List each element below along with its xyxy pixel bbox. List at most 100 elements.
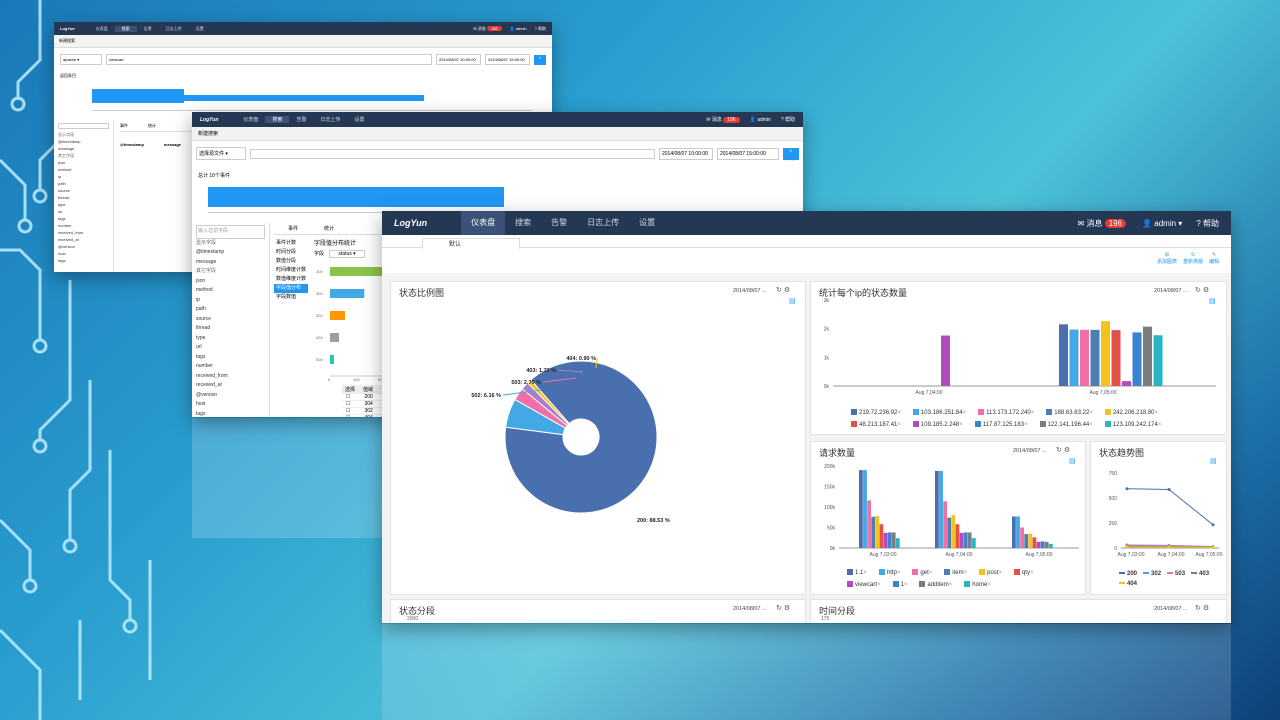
field-item[interactable]: number: [196, 363, 213, 369]
field-item[interactable]: @version: [196, 391, 218, 398]
help-link[interactable]: ? 帮助: [780, 117, 795, 123]
field-item[interactable]: source: [58, 188, 71, 193]
stats-menu-item[interactable]: 时间维度计数: [276, 267, 307, 273]
nav-dashboard[interactable]: 仪表盘: [95, 25, 108, 31]
field-item[interactable]: type: [196, 334, 206, 341]
field-item[interactable]: tags: [196, 353, 206, 360]
field-item[interactable]: received_at: [196, 382, 222, 388]
field-item[interactable]: thread: [196, 325, 211, 331]
stats-menu-item[interactable]: 数值维度计数: [276, 276, 307, 282]
field-item[interactable]: @timestamp: [58, 139, 81, 144]
field-item[interactable]: path: [196, 306, 206, 312]
sidebar-search[interactable]: [58, 123, 109, 129]
field-item[interactable]: host: [196, 401, 206, 407]
field-item[interactable]: @version: [58, 244, 75, 249]
field-item[interactable]: method: [58, 167, 72, 172]
field-item[interactable]: tags: [196, 410, 206, 417]
legend-item[interactable]: 1.1 ×: [847, 568, 873, 578]
col-timestamp[interactable]: @timestamp: [120, 142, 144, 147]
close-icon[interactable]: ×: [963, 570, 968, 576]
nav-settings[interactable]: 设置: [195, 25, 204, 31]
user-menu[interactable]: 👤 admin: [509, 26, 527, 31]
stats-menu-item[interactable]: 数值分段: [276, 258, 297, 264]
field-item[interactable]: url: [58, 209, 63, 214]
messages-link[interactable]: ✉ 消息 196: [473, 25, 502, 32]
field-item[interactable]: message: [196, 258, 217, 265]
messages-link[interactable]: ✉ 消息 196: [706, 116, 740, 123]
close-icon[interactable]: ×: [897, 422, 901, 428]
close-icon[interactable]: ×: [1157, 422, 1162, 428]
messages-link[interactable]: ✉ 消息 196: [1078, 218, 1127, 229]
stats-menu-item[interactable]: 字段值分布: [274, 284, 308, 293]
close-icon[interactable]: ×: [1024, 422, 1028, 428]
field-item[interactable]: type: [58, 202, 66, 207]
legend-item[interactable]: 109.185.2.248 ×: [912, 420, 969, 430]
nav-dashboard[interactable]: 仪表盘: [461, 211, 506, 235]
close-icon[interactable]: ×: [998, 570, 1002, 576]
refresh-icon[interactable]: ↻: [776, 287, 782, 294]
legend-item[interactable]: 200: [1119, 570, 1137, 578]
close-icon[interactable]: ×: [896, 570, 901, 576]
nav-settings[interactable]: 设置: [639, 218, 656, 227]
stats-menu-item[interactable]: 事件计数: [276, 240, 297, 246]
nav-search[interactable]: 搜索: [515, 218, 532, 227]
user-menu[interactable]: 👤 admin ▾: [1142, 218, 1183, 228]
legend-item[interactable]: 403: [1191, 570, 1209, 578]
legend-item[interactable]: 48.213.187.41 ×: [851, 420, 907, 430]
gear-icon[interactable]: ⚙: [1063, 447, 1071, 454]
legend-item[interactable]: item ×: [944, 568, 973, 578]
relayout-button[interactable]: ↻ 重新排版: [1182, 252, 1203, 265]
nav-upload[interactable]: 日志上传: [587, 218, 620, 227]
search-button[interactable]: ⌕: [783, 147, 799, 160]
legend-item[interactable]: viewcart ×: [847, 580, 887, 590]
add-chart-button[interactable]: ⊞ 添加图表: [1156, 252, 1177, 265]
field-item[interactable]: method: [196, 287, 213, 293]
close-icon[interactable]: ×: [1089, 410, 1093, 416]
advanced-link[interactable]: 高级: [538, 59, 546, 64]
field-item[interactable]: thread: [58, 195, 70, 200]
field-item[interactable]: url: [196, 344, 202, 350]
close-icon[interactable]: ×: [1154, 410, 1159, 416]
export-icon[interactable]: ▤: [1210, 458, 1217, 465]
row-checkbox[interactable]: ☐: [346, 415, 350, 417]
nav-settings[interactable]: 设置: [354, 117, 365, 123]
close-icon[interactable]: ×: [1029, 570, 1034, 576]
field-item[interactable]: received_from: [58, 230, 84, 235]
export-icon[interactable]: ▤: [1069, 458, 1076, 465]
refresh-icon[interactable]: ↻: [776, 605, 782, 612]
close-icon[interactable]: ×: [877, 582, 881, 588]
tab-default[interactable]: 默认: [422, 238, 521, 249]
close-icon[interactable]: ×: [1089, 422, 1093, 428]
legend-item[interactable]: post ×: [979, 568, 1008, 578]
export-icon[interactable]: ▤: [789, 298, 796, 305]
source-select[interactable]: apache ▾: [60, 54, 102, 65]
close-icon[interactable]: ×: [1030, 410, 1035, 416]
user-menu[interactable]: 👤 admin: [749, 116, 771, 123]
row-checkbox[interactable]: ☐: [346, 401, 351, 407]
field-item[interactable]: tags: [58, 216, 66, 221]
field-item[interactable]: number: [58, 223, 72, 228]
legend-item[interactable]: http ×: [878, 568, 907, 578]
edit-button[interactable]: ✎ 编辑: [1208, 252, 1219, 265]
nav-search[interactable]: 搜索: [265, 116, 290, 123]
help-link[interactable]: ? 帮助: [1196, 218, 1219, 228]
legend-item[interactable]: 122.141.196.44 ×: [1039, 420, 1099, 430]
time-from[interactable]: 2014/08/07 10:00:00: [659, 147, 713, 160]
field-item[interactable]: ip: [196, 296, 200, 303]
field-item[interactable]: @timestamp: [196, 249, 225, 255]
stats-field-select[interactable]: status ▾: [329, 250, 365, 258]
close-icon[interactable]: ×: [897, 410, 901, 416]
field-item[interactable]: json: [196, 277, 206, 284]
legend-item[interactable]: 188.63.83.22 ×: [1046, 408, 1099, 418]
field-item[interactable]: tags: [58, 258, 66, 263]
legend-item[interactable]: 242.206.218.80 ×: [1104, 408, 1164, 418]
field-item[interactable]: source: [196, 315, 212, 322]
help-link[interactable]: ? 帮助: [534, 25, 546, 31]
nav-alerts[interactable]: 告警: [296, 117, 307, 123]
legend-item[interactable]: get ×: [912, 568, 938, 578]
search-button[interactable]: ⌕: [534, 54, 546, 65]
nav-upload[interactable]: 日志上传: [165, 25, 182, 31]
field-item[interactable]: ip: [58, 174, 62, 179]
close-icon[interactable]: ×: [903, 582, 908, 588]
close-icon[interactable]: ×: [928, 570, 933, 576]
